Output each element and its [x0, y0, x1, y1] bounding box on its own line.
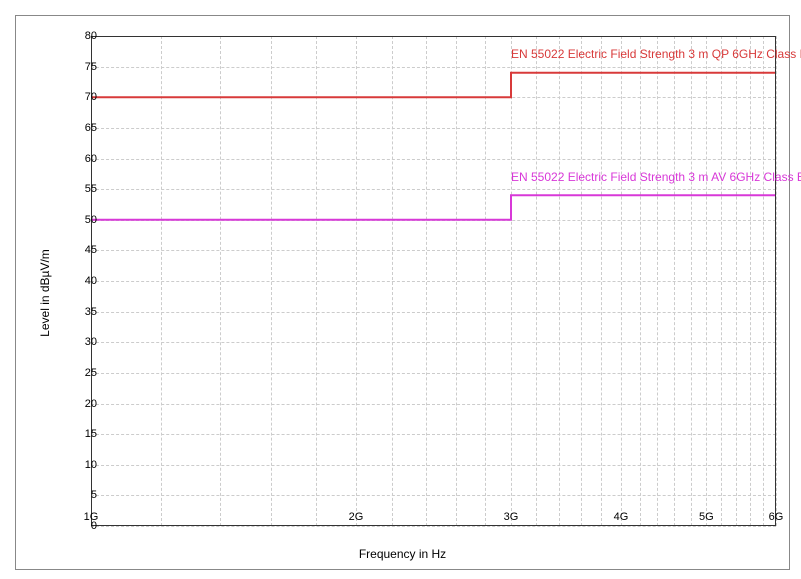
chart-container: EN 55022 Electric Field Strength 3 m QP … — [15, 15, 790, 570]
y-tick-label: 60 — [67, 153, 97, 165]
y-tick-label: 55 — [67, 183, 97, 195]
plot-area: EN 55022 Electric Field Strength 3 m QP … — [91, 36, 776, 526]
y-tick-label: 5 — [67, 489, 97, 501]
y-tick-label: 10 — [67, 459, 97, 471]
x-tick-label: 5G — [699, 511, 714, 523]
y-tick-label: 0 — [67, 520, 97, 532]
y-tick-label: 40 — [67, 275, 97, 287]
x-tick-label: 6G — [769, 511, 784, 523]
y-tick-label: 20 — [67, 398, 97, 410]
y-tick-label: 15 — [67, 428, 97, 440]
x-tick-label: 2G — [349, 511, 364, 523]
x-tick-label: 3G — [504, 511, 519, 523]
y-tick-label: 75 — [67, 61, 97, 73]
series-label-qp: EN 55022 Electric Field Strength 3 m QP … — [511, 47, 801, 61]
series-label-av: EN 55022 Electric Field Strength 3 m AV … — [511, 170, 801, 184]
y-tick-label: 30 — [67, 336, 97, 348]
y-tick-label: 45 — [67, 244, 97, 256]
y-tick-label: 80 — [67, 30, 97, 42]
y-tick-label: 35 — [67, 306, 97, 318]
series-line-av — [91, 195, 776, 220]
series-line-qp — [91, 73, 776, 98]
y-tick-label: 70 — [67, 91, 97, 103]
x-tick-label: 4G — [614, 511, 629, 523]
y-tick-label: 50 — [67, 214, 97, 226]
y-tick-label: 65 — [67, 122, 97, 134]
y-axis-label: Level in dBµV/m — [38, 249, 52, 337]
y-tick-label: 25 — [67, 367, 97, 379]
x-axis-label: Frequency in Hz — [359, 547, 446, 561]
